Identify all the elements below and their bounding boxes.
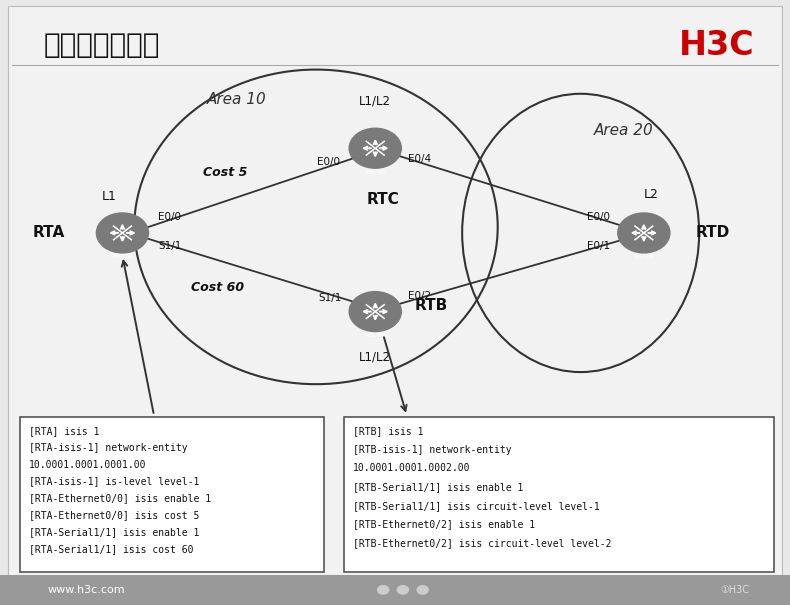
Text: RTA: RTA [33, 226, 65, 240]
Text: [RTB-isis-1] network-entity: [RTB-isis-1] network-entity [353, 445, 512, 454]
Text: [RTB] isis 1: [RTB] isis 1 [353, 426, 423, 436]
Text: www.h3c.com: www.h3c.com [47, 585, 125, 595]
Text: [RTA-Serial1/1] isis enable 1: [RTA-Serial1/1] isis enable 1 [29, 528, 200, 537]
Text: [RTA-isis-1] is-level level-1: [RTA-isis-1] is-level level-1 [29, 477, 200, 486]
Text: [RTA-Serial1/1] isis cost 60: [RTA-Serial1/1] isis cost 60 [29, 544, 194, 554]
Text: E0/1: E0/1 [587, 241, 610, 251]
Text: [RTA-Ethernet0/0] isis cost 5: [RTA-Ethernet0/0] isis cost 5 [29, 511, 200, 520]
Text: [RTA-Ethernet0/0] isis enable 1: [RTA-Ethernet0/0] isis enable 1 [29, 494, 212, 503]
Text: [RTB-Serial1/1] isis enable 1: [RTB-Serial1/1] isis enable 1 [353, 482, 524, 492]
Text: [RTB-Ethernet0/2] isis circuit-level level-2: [RTB-Ethernet0/2] isis circuit-level lev… [353, 538, 611, 548]
Text: ROUTER: ROUTER [365, 333, 386, 338]
Circle shape [378, 586, 389, 594]
Bar [344, 417, 774, 572]
Text: 多区域配置示例: 多区域配置示例 [43, 31, 160, 59]
Text: [RTA] isis 1: [RTA] isis 1 [29, 426, 100, 436]
Text: ①H3C: ①H3C [720, 585, 749, 595]
Text: ROUTER: ROUTER [112, 255, 133, 260]
Text: E0/0: E0/0 [158, 212, 181, 221]
Text: E0/0: E0/0 [587, 212, 610, 221]
Text: ROUTER: ROUTER [365, 170, 386, 175]
Text: Cost 5: Cost 5 [203, 166, 247, 179]
Text: 10.0001.0001.0001.00: 10.0001.0001.0001.00 [29, 460, 147, 469]
Text: L1/L2: L1/L2 [359, 350, 391, 364]
Text: ROUTER: ROUTER [634, 255, 654, 260]
Text: RTB: RTB [414, 298, 448, 313]
Text: E0/0: E0/0 [317, 157, 340, 166]
Text: S1/1: S1/1 [318, 293, 341, 303]
Circle shape [349, 128, 401, 168]
Text: E0/2: E0/2 [408, 292, 431, 301]
Bar [20, 417, 324, 572]
Text: RTD: RTD [696, 226, 730, 240]
Text: L1: L1 [102, 191, 117, 203]
Text: [RTB-Ethernet0/2] isis enable 1: [RTB-Ethernet0/2] isis enable 1 [353, 520, 536, 529]
Text: E0/4: E0/4 [408, 154, 431, 164]
Text: 10.0001.0001.0002.00: 10.0001.0001.0002.00 [353, 463, 471, 473]
Text: [RTB-Serial1/1] isis circuit-level level-1: [RTB-Serial1/1] isis circuit-level level… [353, 501, 600, 511]
Text: Cost 60: Cost 60 [190, 281, 244, 294]
Text: L1/L2: L1/L2 [359, 94, 391, 108]
Text: [RTA-isis-1] network-entity: [RTA-isis-1] network-entity [29, 443, 188, 453]
Text: H3C: H3C [679, 29, 754, 62]
Text: Area 10: Area 10 [207, 93, 267, 107]
Text: RTC: RTC [367, 192, 400, 207]
Text: L2: L2 [644, 189, 659, 201]
Bar [0, 575, 790, 605]
Text: Area 20: Area 20 [594, 123, 654, 137]
Circle shape [417, 586, 428, 594]
Circle shape [96, 213, 149, 253]
Circle shape [397, 586, 408, 594]
Circle shape [618, 213, 670, 253]
Text: S1/1: S1/1 [158, 241, 182, 251]
Circle shape [349, 292, 401, 332]
